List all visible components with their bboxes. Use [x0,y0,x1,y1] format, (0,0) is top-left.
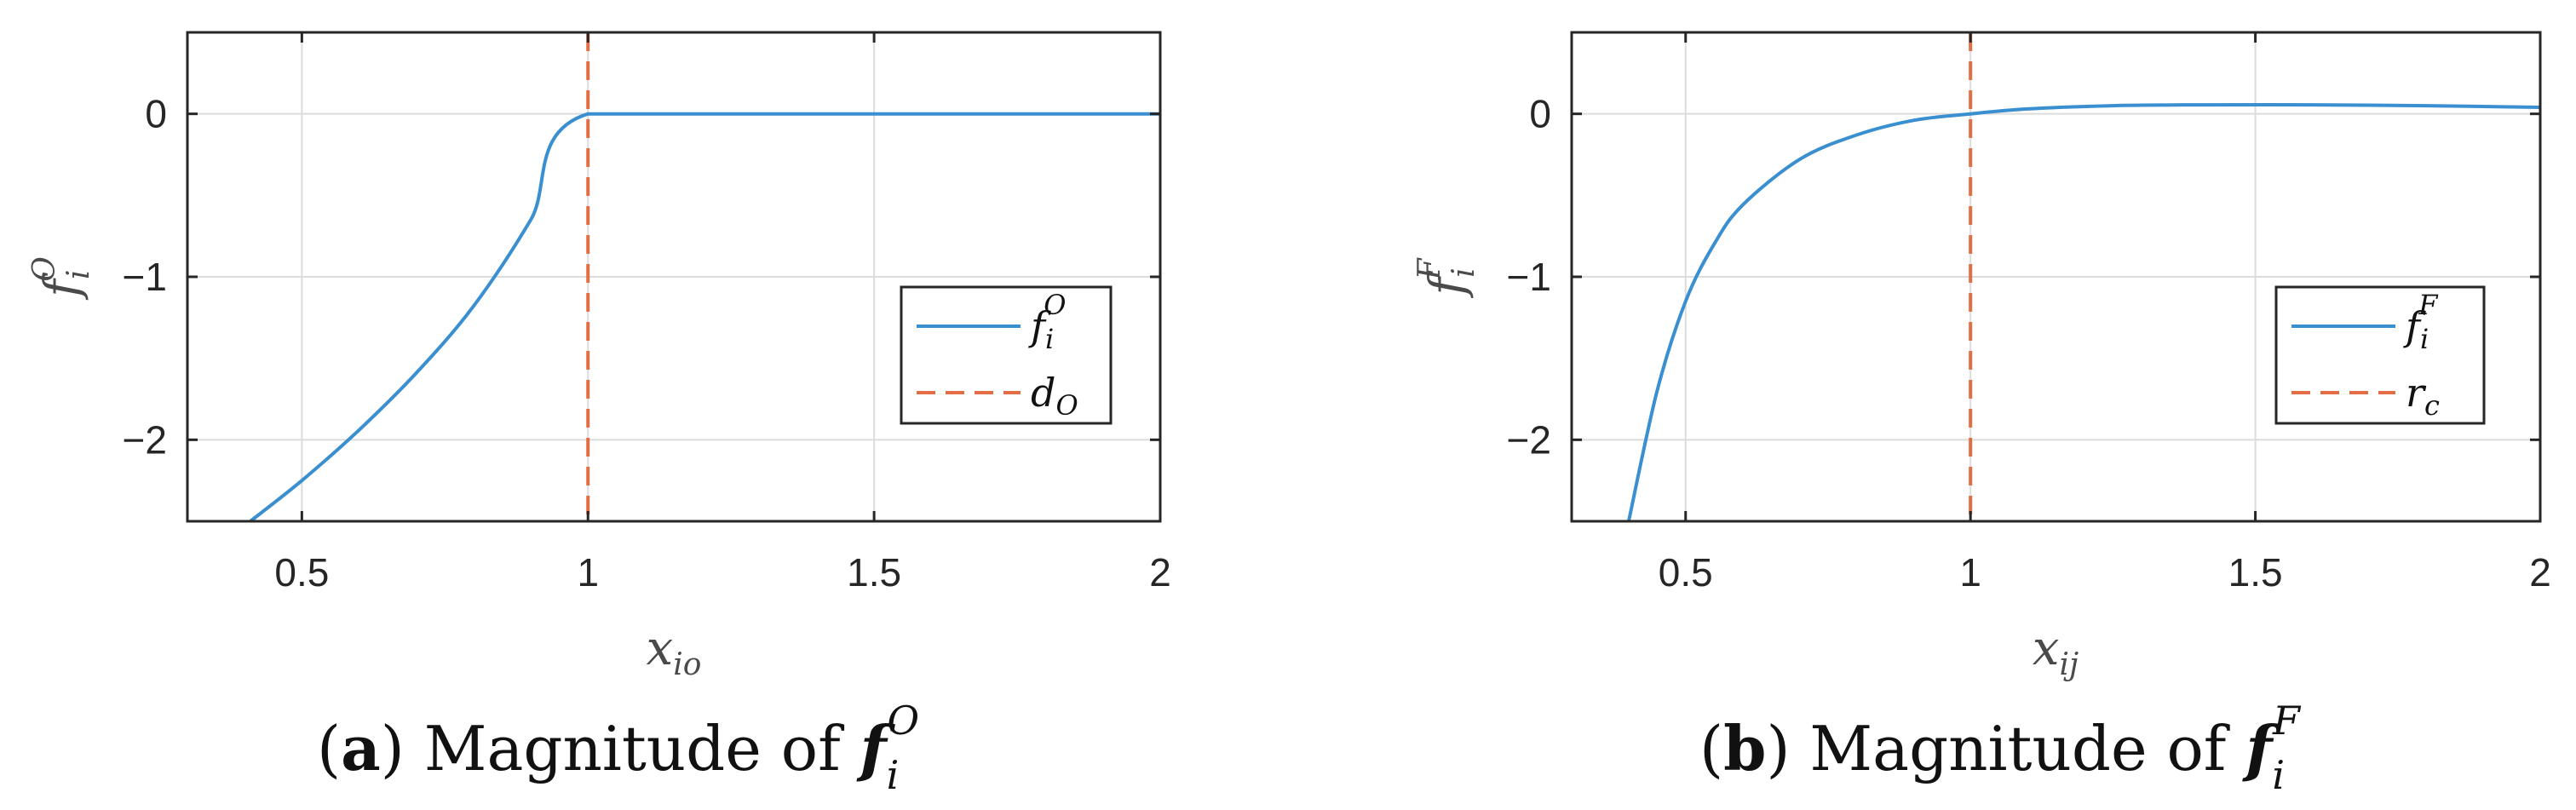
x-tick-label: 1 [577,550,599,595]
x-tick-label: 1.5 [847,550,901,595]
x-tick-label: 2 [2529,550,2551,595]
x-tick-label: 1 [1959,550,1981,595]
y-tick-label: −1 [1507,255,1551,299]
y-tick-label: −2 [123,417,167,462]
panel-caption: (b) Magnitude of fiF [1699,698,2302,798]
x-tick-label: 0.5 [274,550,329,595]
x-axis-label: xio [647,621,702,682]
legend-label: fiF [2403,289,2439,355]
y-axis-label: fiO [27,256,96,301]
x-tick-label: 2 [1149,550,1171,595]
legend-label: fiO [1028,289,1067,355]
series-solid-line [1626,103,2540,521]
x-tick-label: 1.5 [2228,550,2283,595]
legend-box [900,285,1113,425]
legend: fiF rc [2274,285,2486,425]
y-tick-label: 0 [1529,92,1551,136]
y-axis-label-text: fiF [1412,256,1481,298]
legend-box [2274,285,2486,425]
y-axis-label-text: fiO [27,256,96,301]
chart-panel-a: 0.5 1 1.5 2 0 −1 −2 xio fiO fiO dO (a) Magnitude of… [27,31,1171,798]
legend-label: dO [1031,370,1078,422]
chart-panel-b: 0.5 1 1.5 2 0 −1 −2 xij fiF fiF rc (b) Magnitude of… [1412,31,2551,798]
legend: fiO dO [900,285,1113,425]
x-tick-label: 0.5 [1659,550,1713,595]
y-axis-label: fiF [1412,256,1481,298]
legend-label: rc [2406,370,2440,422]
x-axis-label: xij [2033,621,2079,682]
y-tick-label: −1 [123,255,167,299]
panel-caption: (a) Magnitude of fiO [317,698,919,798]
series-solid-line [249,112,1160,521]
y-tick-label: 0 [145,92,167,136]
y-tick-label: −2 [1507,417,1551,462]
